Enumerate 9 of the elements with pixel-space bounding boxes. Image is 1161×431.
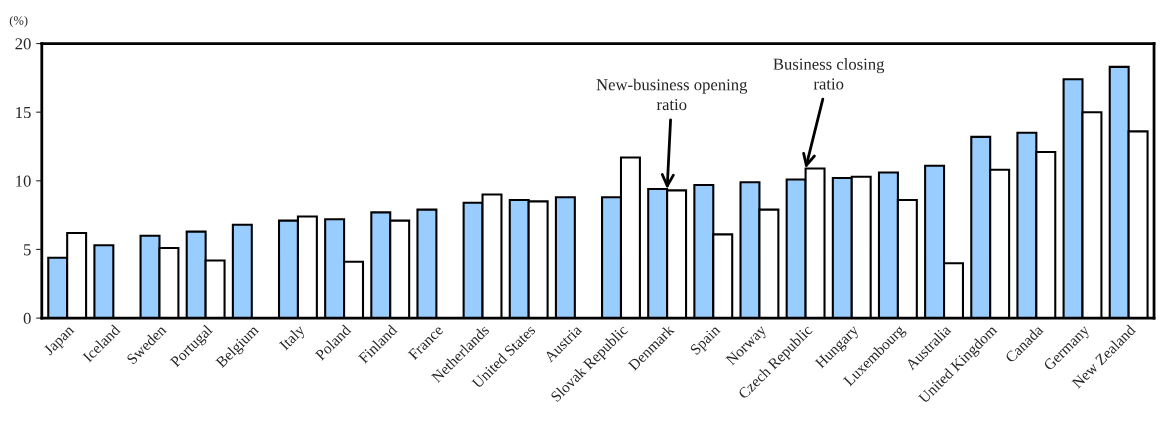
annotation: New-business opening ratio: [596, 78, 748, 111]
y-tick-label: 20: [15, 38, 31, 50]
annotation: Business closing ratio: [773, 58, 885, 90]
y-tick-label: 15: [16, 106, 31, 119]
y-tick-label: 10: [16, 175, 31, 187]
y-tick-label: 5: [24, 244, 31, 256]
x-tick-label: Italy: [278, 323, 308, 353]
y-axis-title: (%): [9, 15, 28, 28]
y-tick-label: 0: [23, 312, 31, 325]
